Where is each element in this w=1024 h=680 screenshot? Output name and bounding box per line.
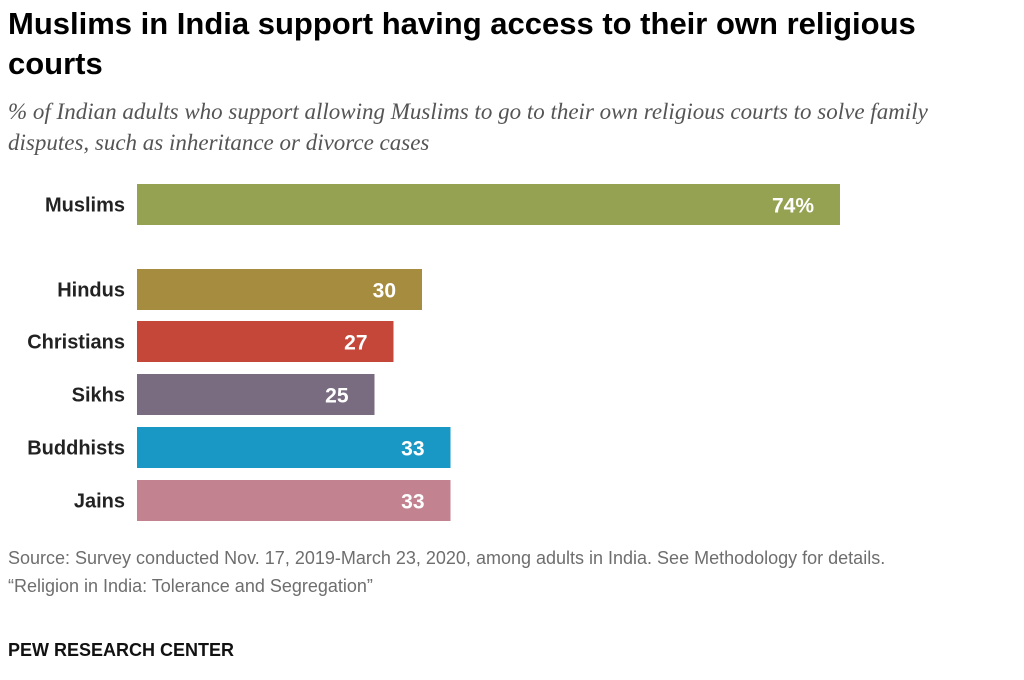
bar-jains: [137, 480, 451, 521]
category-label-muslims: Muslims: [45, 195, 125, 217]
bar-hindus: [137, 269, 422, 310]
bar-buddhists: [137, 427, 451, 468]
report-title: “Religion in India: Tolerance and Segreg…: [8, 576, 373, 596]
value-label-hindus: 30: [373, 280, 396, 303]
category-label-jains: Jains: [74, 491, 125, 513]
category-label-buddhists: Buddhists: [27, 438, 125, 460]
value-label-christians: 27: [344, 332, 367, 355]
bar-muslims: [137, 184, 840, 225]
chart-footer: Source: Survey conducted Nov. 17, 2019-M…: [8, 544, 1008, 600]
chart-subtitle: % of Indian adults who support allowing …: [8, 99, 928, 155]
bar-chart: Muslims 74% Hindus 30 Christians 27 Sikhs 25 Bud…: [27, 184, 840, 521]
chart-title: Muslims in India support having access t…: [8, 6, 916, 81]
bar-sikhs: [137, 374, 375, 415]
bar-christians: [137, 321, 394, 362]
category-label-christians: Christians: [27, 332, 125, 354]
category-label-hindus: Hindus: [57, 280, 125, 302]
value-label-muslims: 74%: [772, 195, 814, 218]
category-label-sikhs: Sikhs: [72, 385, 125, 407]
value-label-sikhs: 25: [325, 385, 349, 408]
source-note: Source: Survey conducted Nov. 17, 2019-M…: [8, 548, 886, 568]
brand-logo-text: PEW RESEARCH CENTER: [8, 640, 235, 660]
value-label-buddhists: 33: [401, 438, 424, 461]
value-label-jains: 33: [401, 491, 424, 514]
